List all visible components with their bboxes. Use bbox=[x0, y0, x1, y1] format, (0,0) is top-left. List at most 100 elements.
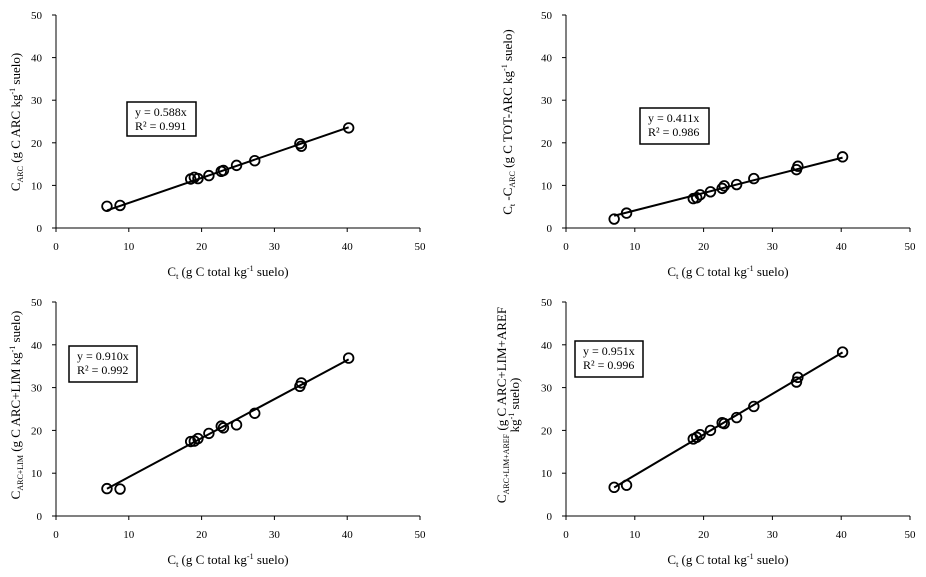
x-tick-label: 20 bbox=[698, 529, 710, 541]
r-squared-label: R² = 0.986 bbox=[648, 125, 699, 139]
data-point bbox=[192, 172, 204, 185]
data-point bbox=[748, 400, 760, 413]
data-point bbox=[203, 427, 215, 440]
data-point bbox=[295, 377, 308, 389]
x-tick-label: 40 bbox=[836, 241, 848, 253]
data-point bbox=[342, 122, 355, 134]
data-point bbox=[691, 192, 703, 204]
y-tick-label: 20 bbox=[541, 138, 553, 150]
x-axis-title: Ct (g C total kg-1 suelo) bbox=[167, 552, 288, 569]
data-point bbox=[792, 371, 804, 384]
x-tick-label: 30 bbox=[767, 529, 779, 541]
trendline-equation: y = 0.411x bbox=[648, 111, 699, 125]
x-tick-label: 40 bbox=[342, 241, 354, 253]
data-point bbox=[101, 482, 113, 495]
data-point bbox=[217, 422, 230, 434]
data-point bbox=[217, 164, 230, 177]
data-point bbox=[620, 207, 633, 219]
y-tick-label: 30 bbox=[541, 95, 553, 107]
y-tick-label: 0 bbox=[37, 223, 43, 235]
y-tick-label: 10 bbox=[31, 468, 43, 480]
y-tick-label: 10 bbox=[31, 180, 43, 192]
y-axis-title: CARC (g C ARC kg-1 suelo) bbox=[8, 53, 25, 191]
x-tick-label: 40 bbox=[342, 529, 354, 541]
y-tick-label: 40 bbox=[31, 340, 43, 352]
y-tick-label: 50 bbox=[31, 297, 43, 309]
x-tick-label: 50 bbox=[905, 241, 917, 253]
x-tick-label: 30 bbox=[269, 241, 281, 253]
y-axis-title: kg-1 suelo) bbox=[507, 378, 522, 433]
x-axis-title: Ct (g C total kg-1 suelo) bbox=[167, 264, 288, 281]
x-tick-label: 0 bbox=[563, 241, 569, 253]
x-tick-label: 10 bbox=[123, 241, 135, 253]
r-squared-label: R² = 0.991 bbox=[135, 119, 186, 133]
data-point bbox=[608, 213, 620, 225]
data-point bbox=[836, 346, 849, 358]
y-tick-label: 30 bbox=[31, 95, 43, 107]
data-point bbox=[249, 154, 261, 167]
data-point bbox=[620, 479, 633, 491]
x-tick-label: 10 bbox=[123, 529, 135, 541]
y-tick-label: 20 bbox=[541, 425, 553, 437]
y-tick-label: 30 bbox=[31, 383, 43, 395]
y-tick-label: 0 bbox=[547, 511, 553, 523]
x-tick-label: 30 bbox=[269, 529, 281, 541]
trendline-equation: y = 0.951x bbox=[583, 344, 635, 358]
equation-box bbox=[639, 107, 710, 145]
y-tick-label: 20 bbox=[31, 425, 43, 437]
data-point bbox=[694, 189, 706, 201]
data-point bbox=[836, 151, 849, 163]
data-point bbox=[101, 200, 113, 212]
y-tick-label: 40 bbox=[31, 53, 43, 65]
data-point bbox=[718, 180, 730, 192]
equation-box bbox=[68, 345, 138, 383]
data-point bbox=[608, 481, 620, 494]
data-point bbox=[704, 424, 717, 437]
y-tick-label: 10 bbox=[541, 180, 553, 192]
y-axis-title: CARC+LIM+AREF (g C ARC+LIM+AREF bbox=[494, 307, 511, 503]
data-point bbox=[704, 186, 717, 198]
data-point bbox=[230, 419, 243, 431]
r-squared-label: R² = 0.996 bbox=[583, 358, 634, 372]
data-point bbox=[230, 159, 243, 172]
data-point bbox=[716, 182, 728, 195]
y-tick-label: 50 bbox=[31, 10, 43, 22]
y-axis-title: Ct -CARC (g C TOT-ARC kg-1 suelo) bbox=[500, 29, 517, 214]
y-axis-title: CARC+LIM (g C ARC+LIM kg-1 suelo) bbox=[8, 311, 25, 500]
trendline-equation: y = 0.910x bbox=[77, 349, 129, 363]
r-squared-label: R² = 0.992 bbox=[77, 363, 128, 377]
x-tick-label: 20 bbox=[698, 241, 710, 253]
y-tick-label: 10 bbox=[541, 468, 553, 480]
y-tick-label: 40 bbox=[541, 53, 553, 65]
data-point bbox=[718, 417, 730, 430]
data-point bbox=[792, 160, 804, 172]
x-tick-label: 0 bbox=[563, 529, 569, 541]
x-tick-label: 50 bbox=[415, 241, 427, 253]
equation-box bbox=[574, 340, 644, 378]
data-point bbox=[790, 376, 803, 388]
x-tick-label: 10 bbox=[629, 241, 641, 253]
x-axis-title: Ct (g C total kg-1 suelo) bbox=[667, 552, 788, 569]
data-point bbox=[295, 140, 308, 152]
x-axis-title: Ct (g C total kg-1 suelo) bbox=[667, 264, 788, 281]
trendline-equation: y = 0.588x bbox=[135, 105, 187, 119]
x-tick-label: 10 bbox=[629, 529, 641, 541]
data-point bbox=[748, 172, 760, 185]
data-point bbox=[192, 432, 204, 445]
y-tick-label: 40 bbox=[541, 340, 553, 352]
x-tick-label: 40 bbox=[836, 529, 848, 541]
x-tick-label: 20 bbox=[196, 241, 208, 253]
y-tick-label: 50 bbox=[541, 297, 553, 309]
y-tick-label: 50 bbox=[541, 10, 553, 22]
y-tick-label: 0 bbox=[547, 223, 553, 235]
data-point bbox=[730, 178, 743, 191]
data-point bbox=[694, 428, 706, 441]
x-tick-label: 20 bbox=[196, 529, 208, 541]
y-tick-label: 0 bbox=[37, 511, 43, 523]
data-point bbox=[203, 169, 215, 182]
